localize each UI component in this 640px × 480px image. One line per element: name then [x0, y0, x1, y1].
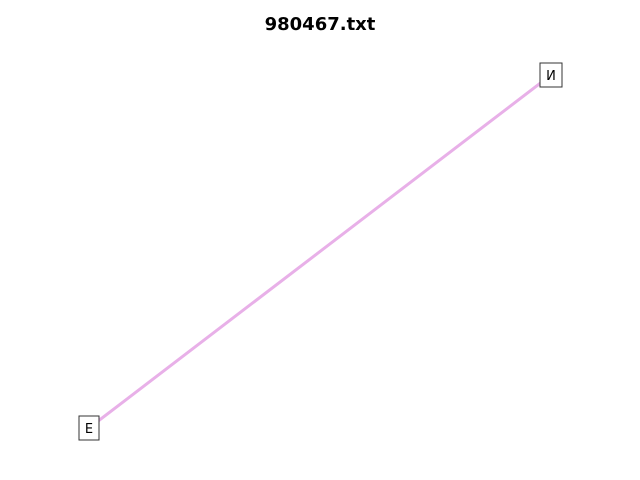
edge-line [87, 73, 553, 430]
node-label: Е [85, 422, 93, 437]
node-label: И [546, 69, 556, 84]
node-box [78, 415, 100, 441]
node-box [539, 62, 563, 88]
node-top-right: И [539, 62, 563, 88]
node-bottom-left: Е [78, 415, 100, 441]
diagram-title: 980467.txt [265, 14, 376, 35]
